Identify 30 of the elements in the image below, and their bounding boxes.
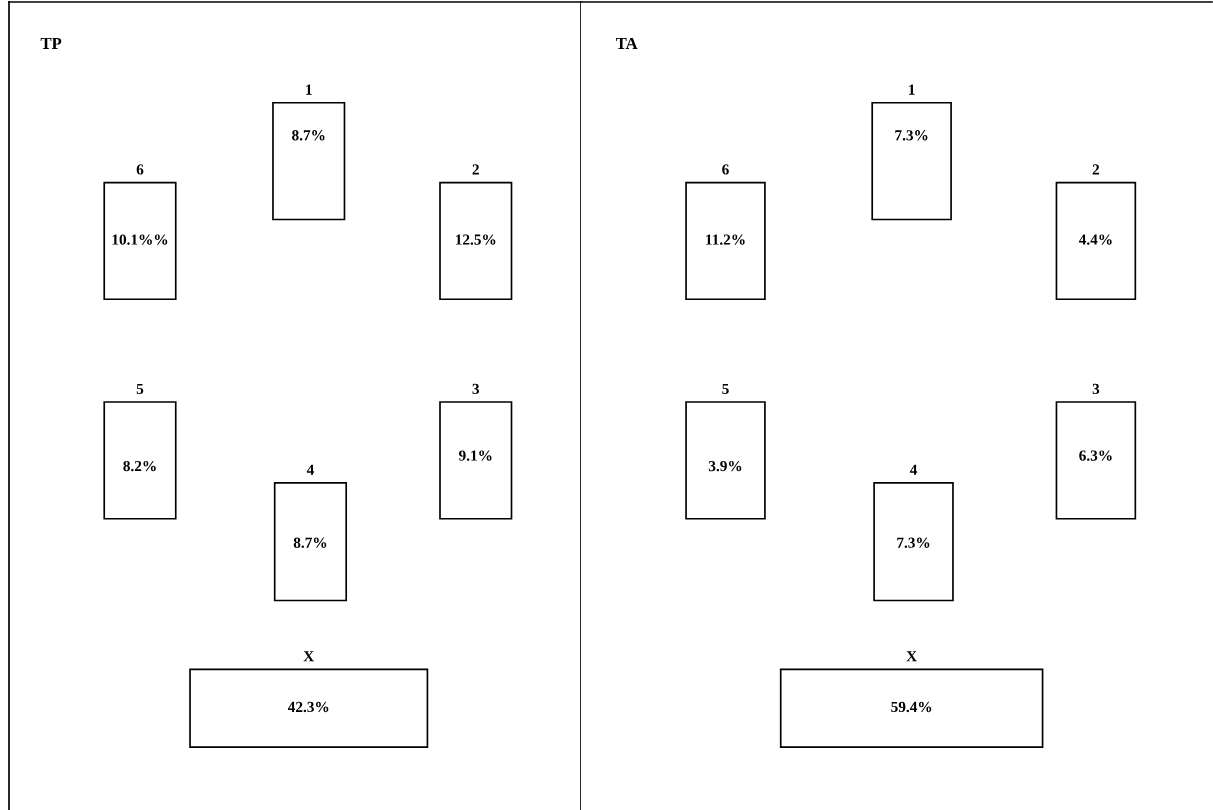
category-label: 2 [1092,164,1100,175]
data-label: 8.7% [292,130,325,141]
data-label: 3.9% [708,460,742,472]
category-label: 5 [722,383,729,395]
data-label: 7.3% [895,130,928,141]
data-label: 59.4% [891,701,932,713]
category-label: 3 [472,383,480,395]
category-label: 4 [909,464,918,475]
category-label: X [906,651,917,662]
data-label: 10.1%% [112,234,168,245]
category-label: 2 [472,164,479,175]
data-label: 42.3% [287,701,329,713]
category-label: 4 [306,464,314,475]
data-label: 8.7% [293,537,327,548]
text: TA [615,37,638,49]
text: TP [40,37,62,49]
data-label: 9.1% [458,450,492,461]
category-label: 3 [1092,383,1100,395]
data-label: 4.4% [1078,234,1112,245]
category-label: X [303,651,315,662]
category-label: 1 [306,84,312,95]
data-label: 11.2% [706,234,745,245]
category-label: 6 [136,164,144,175]
category-label: 5 [136,383,144,395]
category-label: 1 [909,84,915,95]
data-label: 8.2% [123,460,156,472]
category-label: 6 [722,164,729,175]
data-label: 7.3% [897,537,930,548]
data-label: 12.5% [455,234,496,245]
data-label: 6.3% [1079,450,1112,461]
